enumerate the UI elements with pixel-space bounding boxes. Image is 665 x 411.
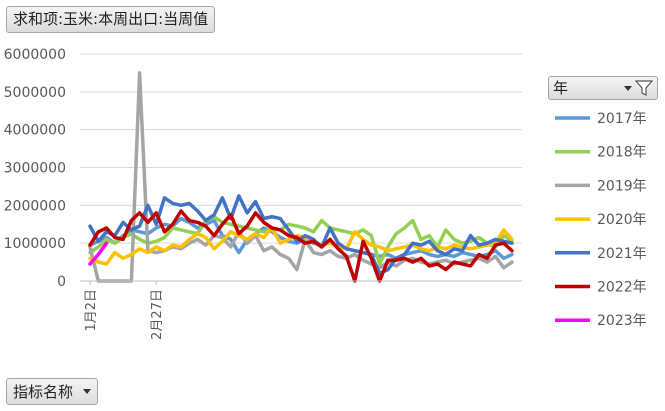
axis-field-button[interactable]: 指标名称 xyxy=(6,378,99,405)
y-tick-label: 2000000 xyxy=(4,198,66,214)
chevron-down-icon[interactable] xyxy=(83,389,92,394)
plot-area xyxy=(88,71,514,283)
x-axis: 1月2日 2月27日 xyxy=(80,280,522,340)
legend: 2017年 2018年 2019年 2020年 2021年 2022年 2023年 xyxy=(555,111,647,329)
x-tick-label: 1月2日 xyxy=(84,289,99,332)
series-line xyxy=(88,214,514,266)
y-tick-label: 3000000 xyxy=(4,161,66,177)
value-field-button[interactable]: 求和项:玉米:本周出口:当周值 xyxy=(6,6,216,33)
y-tick-label: 0 xyxy=(57,274,66,290)
y-tick-label: 6000000 xyxy=(4,47,66,63)
x-tick-label: 2月27日 xyxy=(150,289,165,340)
legend-label: 2017年 xyxy=(597,111,647,127)
y-tick-label: 1000000 xyxy=(4,236,66,252)
series-line xyxy=(88,241,109,266)
y-axis: 0 1000000 2000000 3000000 4000000 5000000 6000… xyxy=(4,47,66,290)
legend-label: 2018年 xyxy=(597,145,647,161)
legend-label: 2020年 xyxy=(597,212,647,228)
legend-field-label: 年 xyxy=(553,79,569,97)
legend-label: 2022年 xyxy=(597,280,647,296)
value-field-label: 求和项:玉米:本周出口:当周值 xyxy=(13,10,209,28)
legend-label: 2023年 xyxy=(597,313,647,329)
y-tick-label: 4000000 xyxy=(4,123,66,139)
series-line xyxy=(88,71,514,283)
legend-label: 2021年 xyxy=(597,246,647,262)
axis-field-label: 指标名称 xyxy=(13,382,74,401)
y-tick-label: 5000000 xyxy=(4,85,66,101)
legend-label: 2019年 xyxy=(597,178,647,194)
series-line xyxy=(88,209,514,283)
legend-field-button[interactable]: 年 xyxy=(548,76,658,100)
filter-icon[interactable] xyxy=(635,79,653,97)
chevron-down-icon[interactable] xyxy=(624,85,632,91)
